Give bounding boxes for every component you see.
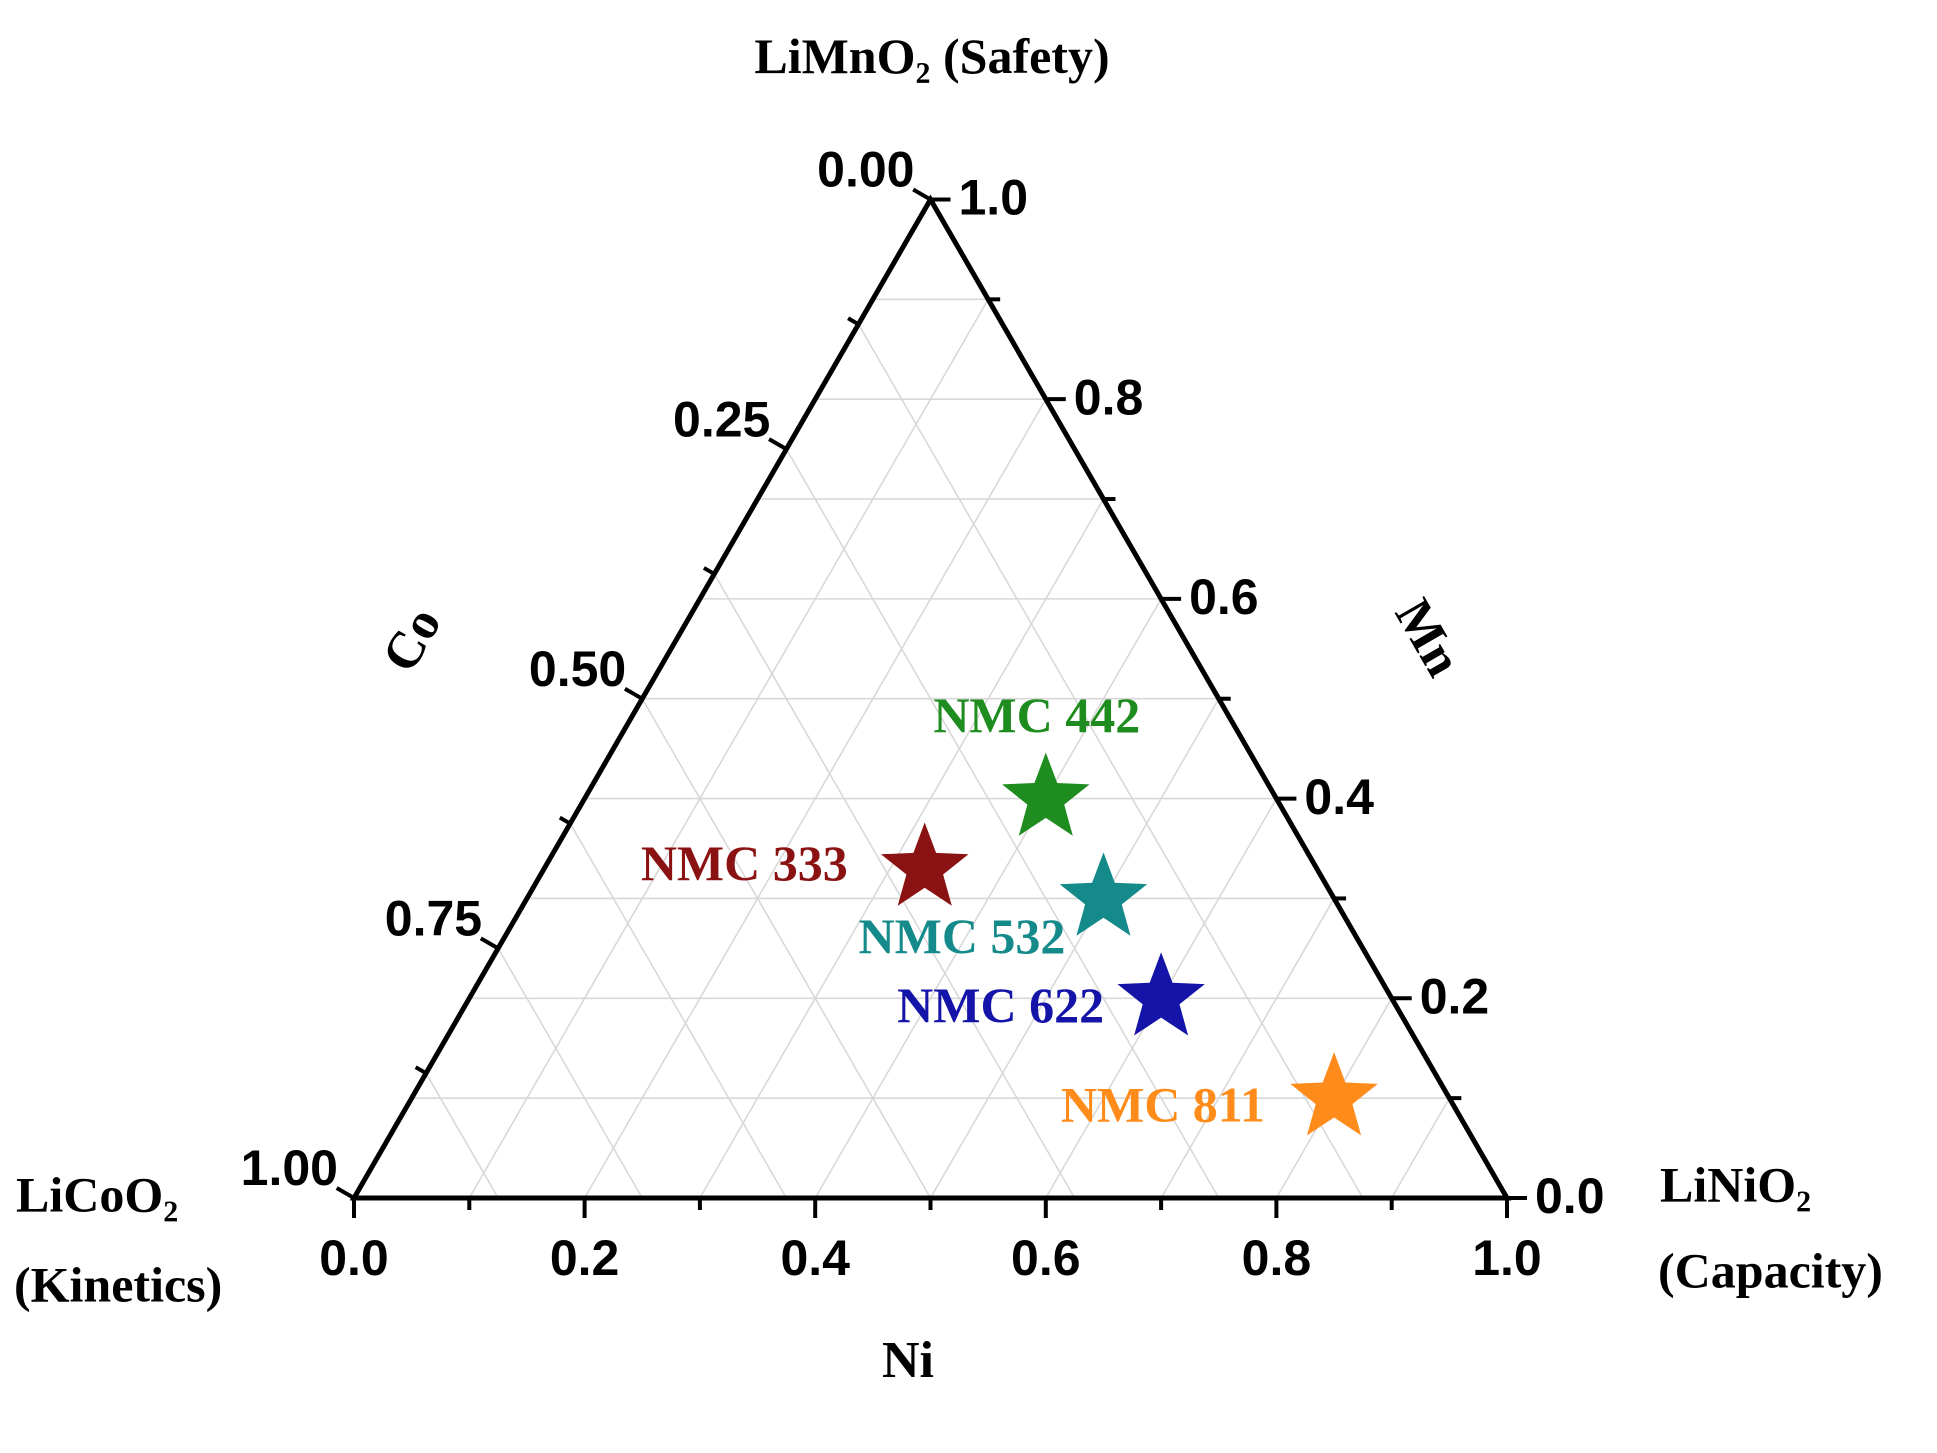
ni-tick-label: 0.2: [550, 1230, 620, 1286]
ni-tick-label: 1.0: [1472, 1230, 1542, 1286]
ni-tick-label: 0.6: [1011, 1230, 1081, 1286]
tick-mark: [479, 936, 500, 951]
grid-line: [497, 947, 643, 1199]
tick-mark: [623, 687, 644, 701]
data-point: [1002, 752, 1090, 836]
point-label: NMC 333: [641, 835, 848, 891]
corner-label: (Kinetics): [14, 1256, 222, 1312]
ni-tick-label: 0.8: [1242, 1230, 1312, 1286]
point-label: NMC 622: [897, 977, 1104, 1033]
grid-line: [699, 498, 1105, 1199]
tick-mark: [912, 187, 932, 202]
tick-mark: [335, 1186, 356, 1200]
grid-line: [425, 1072, 499, 1199]
axis-title: Mn: [1384, 590, 1472, 686]
data-point: [1290, 1052, 1378, 1136]
co-tick-label: 0.75: [385, 891, 482, 947]
tick-mark: [558, 815, 572, 826]
corner-label: LiNiO₂: [1660, 1156, 1811, 1212]
tick-mark: [414, 1065, 428, 1075]
grid-line: [569, 823, 788, 1199]
co-tick-label: 0.00: [817, 142, 914, 198]
corner-label: LiMnO₂ (Safety): [754, 28, 1109, 84]
ni-tick-label: 0.0: [319, 1230, 389, 1286]
data-point: [1117, 952, 1205, 1036]
grid-line: [713, 573, 1076, 1199]
grid-line: [785, 448, 1220, 1199]
corner-property: (Safety): [943, 28, 1110, 84]
corner-label: (Capacity): [1658, 1242, 1883, 1298]
tick-mark: [702, 566, 716, 576]
point-label: NMC 811: [1061, 1077, 1265, 1133]
co-tick-label: 0.50: [529, 641, 626, 697]
data-point: [881, 822, 969, 906]
mn-tick-label: 0.4: [1304, 769, 1374, 825]
data-point: [1059, 852, 1148, 936]
mn-tick-label: 1.0: [959, 170, 1029, 226]
tick-mark: [768, 437, 788, 451]
tick-mark: [847, 316, 860, 327]
mn-tick-label: 0.0: [1535, 1168, 1605, 1224]
axis-title: Ni: [882, 1332, 934, 1389]
mn-tick-label: 0.8: [1074, 369, 1144, 425]
corner-label: LiCoO₂: [16, 1166, 178, 1222]
grid-line: [857, 323, 1364, 1199]
co-tick-label: 0.25: [673, 391, 770, 447]
mn-tick-label: 0.6: [1189, 569, 1259, 625]
grid-line: [1391, 1097, 1451, 1199]
mn-tick-label: 0.2: [1420, 968, 1490, 1024]
co-tick-label: 1.00: [241, 1140, 338, 1196]
point-label: NMC 532: [859, 908, 1066, 964]
point-label: NMC 442: [933, 687, 1140, 743]
grid-line: [1160, 898, 1335, 1199]
grid-line: [641, 698, 932, 1199]
corner-formula: LiMnO₂: [754, 28, 930, 84]
axis-title: Co: [371, 598, 452, 682]
ni-tick-label: 0.4: [780, 1230, 850, 1286]
